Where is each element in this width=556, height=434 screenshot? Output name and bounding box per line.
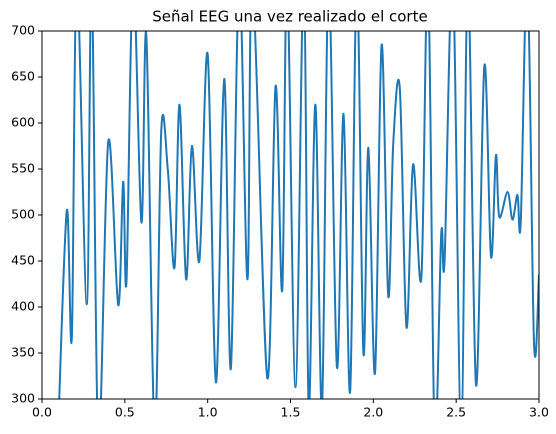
y-tick-label: 700 — [11, 23, 35, 38]
x-tick-label: 2.0 — [363, 405, 383, 420]
x-tick-label: 1.0 — [198, 405, 218, 420]
y-tick-label: 550 — [11, 161, 35, 176]
x-tick-label: 1.5 — [281, 405, 301, 420]
y-tick-label: 400 — [11, 299, 35, 314]
y-tick-label: 300 — [11, 391, 35, 406]
y-tick-label: 350 — [11, 345, 35, 360]
y-tick-label: 450 — [11, 253, 35, 268]
x-tick-label: 0.0 — [32, 405, 52, 420]
x-tick-label: 0.5 — [115, 405, 135, 420]
x-tick-label: 2.5 — [446, 405, 466, 420]
line-series — [58, 31, 539, 399]
x-tick-label: 3.0 — [529, 405, 549, 420]
plot-frame — [41, 30, 540, 400]
chart-title: Señal EEG una vez realizado el corte — [152, 8, 427, 26]
y-tick-label: 600 — [11, 115, 35, 130]
y-tick-label: 650 — [11, 69, 35, 84]
y-tick-label: 500 — [11, 207, 35, 222]
